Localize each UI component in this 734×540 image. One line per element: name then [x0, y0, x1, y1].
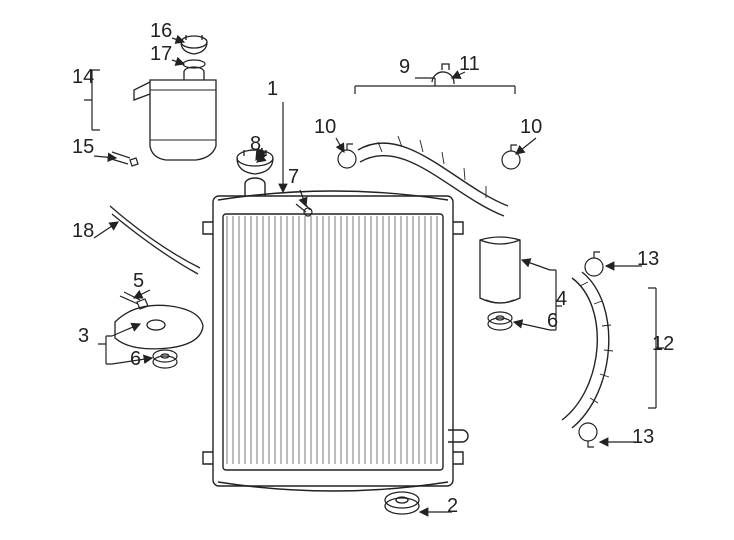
callout-6b: 6	[547, 310, 558, 333]
reservoir-cap	[181, 35, 207, 54]
callout-6: 6	[130, 348, 141, 371]
lower-hose	[562, 272, 613, 428]
callout-16: 16	[150, 20, 172, 43]
callout-4: 4	[556, 288, 567, 311]
callout-17: 17	[150, 43, 172, 66]
air-guide	[480, 237, 520, 303]
callout-8: 8	[250, 133, 261, 156]
callout-10: 10	[314, 116, 336, 139]
hose-clamp-lower-top	[585, 252, 603, 276]
callout-9: 9	[399, 56, 410, 79]
callout-12: 12	[652, 333, 674, 356]
callout-10b: 10	[520, 116, 542, 139]
reservoir-tank	[134, 67, 216, 160]
overflow-hose	[110, 206, 200, 274]
callout-7: 7	[288, 166, 299, 189]
callout-15: 15	[72, 136, 94, 159]
parts-svg	[0, 0, 734, 540]
reservoir-bolt	[108, 152, 138, 166]
callout-13b: 13	[632, 426, 654, 449]
hose-clamp-lower-bottom	[579, 423, 597, 447]
callout-13: 13	[637, 248, 659, 271]
upper-bracket	[115, 305, 203, 349]
hose-clamp-upper-left	[338, 144, 356, 168]
callout-3: 3	[78, 325, 89, 348]
callout-5: 5	[133, 270, 144, 293]
bracket-bushing-left	[153, 350, 177, 368]
callout-11: 11	[459, 53, 480, 76]
callout-2: 2	[447, 495, 458, 518]
radiator	[203, 178, 468, 491]
diagram-canvas: 12345667891010111213131415161718	[0, 0, 734, 540]
upper-hose	[358, 136, 508, 216]
hose-clamp-upper-right	[502, 145, 520, 169]
callout-14: 14	[72, 66, 94, 89]
lower-bushing	[385, 492, 419, 514]
bracket-bushing-right	[488, 312, 512, 330]
callout-18: 18	[72, 220, 94, 243]
callout-1: 1	[267, 78, 278, 101]
